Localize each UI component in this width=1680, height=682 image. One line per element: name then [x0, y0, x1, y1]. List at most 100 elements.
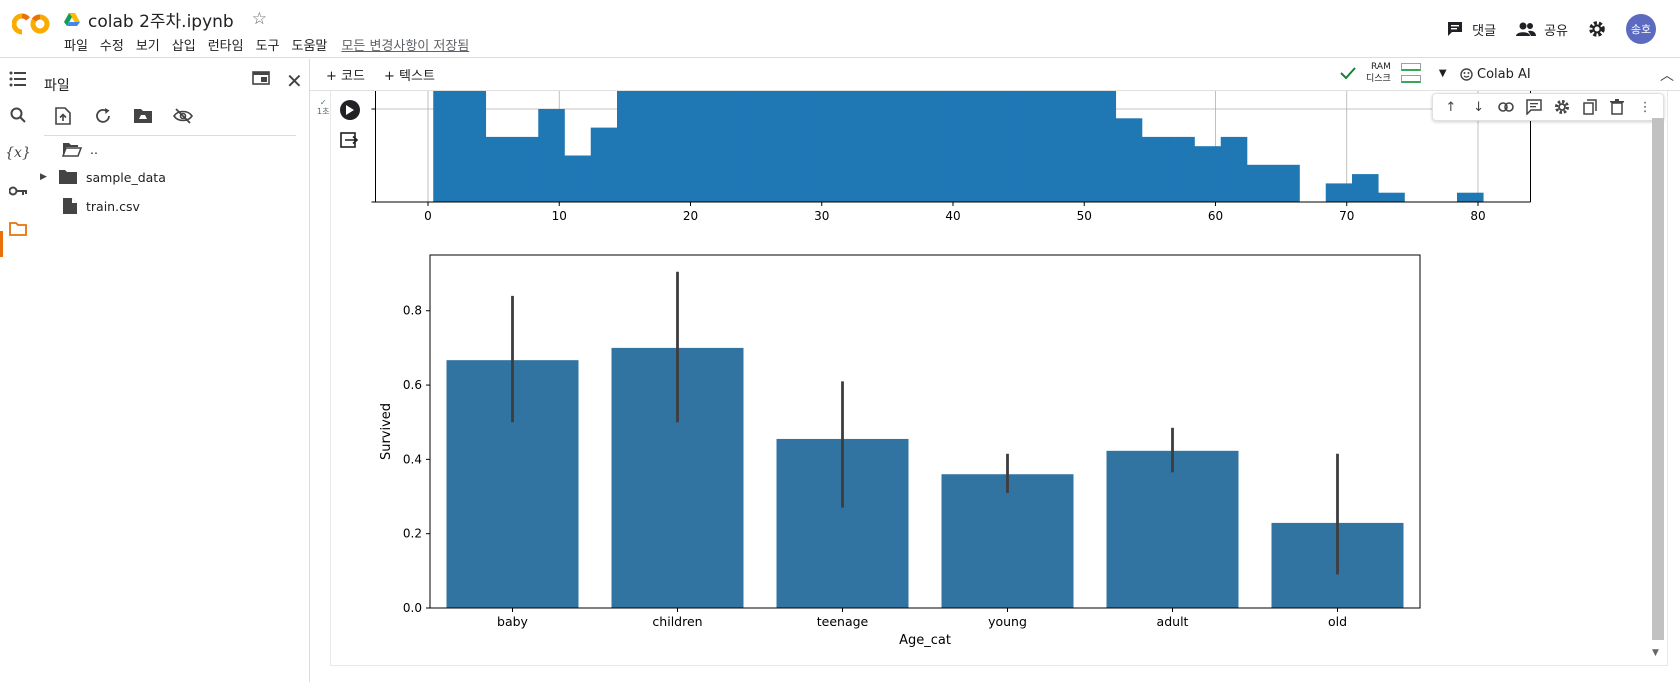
run-cell-button[interactable] — [340, 100, 360, 120]
x-tick-label: children — [652, 614, 702, 629]
output-menu-icon[interactable] — [340, 132, 358, 148]
ram-bar — [1400, 63, 1421, 71]
scroll-down-arrow-icon[interactable]: ▼ — [1652, 648, 1659, 658]
tree-item-label: .. — [90, 141, 98, 157]
x-tick-label: 30 — [814, 209, 829, 223]
variables-icon[interactable]: {x} — [5, 145, 31, 161]
y-axis-label: Survived — [379, 403, 394, 460]
y-tick-label: 0.4 — [403, 452, 422, 466]
more-vert-icon[interactable]: ⋮ — [1638, 99, 1652, 115]
toc-icon[interactable] — [8, 69, 28, 89]
x-tick-label: 40 — [945, 209, 960, 223]
refresh-icon[interactable] — [92, 105, 114, 127]
menu-file[interactable]: 파일 — [64, 39, 88, 54]
add-code-button[interactable]: + 코드 — [326, 69, 365, 84]
notebook-title[interactable]: colab 2주차.ipynb — [88, 11, 234, 32]
close-icon[interactable]: ✕ — [286, 69, 303, 93]
bar — [1106, 450, 1239, 608]
code-cell[interactable] — [330, 91, 1668, 666]
search-icon[interactable] — [8, 105, 28, 125]
comment-icon[interactable] — [1523, 96, 1545, 118]
chevron-down-icon[interactable]: ▼ — [1438, 67, 1447, 79]
drive-icon[interactable] — [64, 12, 80, 26]
key-icon[interactable] — [8, 181, 28, 201]
x-tick-label: 70 — [1339, 209, 1354, 223]
histogram-bar — [932, 91, 959, 202]
star-icon[interactable]: ☆ — [251, 9, 267, 29]
upload-icon[interactable] — [52, 105, 74, 127]
x-tick-label: adult — [1157, 614, 1189, 629]
menu-help[interactable]: 도움말 — [291, 39, 328, 54]
sparkle-icon — [1460, 68, 1473, 81]
age-histogram-chart: 01020304050607080010 — [371, 91, 1531, 223]
tree-item-parent[interactable]: .. — [62, 141, 98, 157]
tree-item-sample-data[interactable]: ▶ sample_data — [40, 169, 166, 185]
tree-item-train-csv[interactable]: train.csv — [62, 197, 140, 215]
x-tick-label: 0 — [424, 209, 432, 223]
survived-by-agecat-chart: baby children teenage young adult old 0.0 0.2 0.… — [379, 254, 1421, 648]
bar — [941, 474, 1074, 608]
expand-caret-icon[interactable]: ▶ — [40, 172, 47, 182]
menu-edit[interactable]: 수정 — [99, 39, 124, 54]
open-in-tab-icon[interactable] — [252, 71, 270, 85]
histogram-bar — [1142, 136, 1169, 202]
mirror-cell-icon[interactable] — [1579, 96, 1601, 118]
histogram-bar — [958, 91, 985, 202]
menu-insert[interactable]: 삽입 — [171, 39, 196, 54]
menu-view[interactable]: 보기 — [135, 39, 160, 54]
files-panel-title: 파일 — [44, 78, 70, 94]
gear-icon[interactable] — [1551, 96, 1573, 118]
comments-button[interactable]: 댓글 — [1446, 20, 1496, 39]
histogram-bar — [512, 136, 539, 202]
colab-ai-button[interactable]: Colab AI — [1460, 67, 1531, 82]
histogram-bar — [774, 91, 802, 202]
histogram-bar — [722, 91, 749, 202]
x-tick-label: 60 — [1208, 209, 1223, 223]
tree-item-label: train.csv — [86, 198, 140, 214]
histogram-bar — [1378, 192, 1405, 202]
histogram-bar — [1089, 91, 1117, 202]
histogram-bar — [459, 91, 487, 202]
folder-icon — [59, 170, 77, 184]
share-button[interactable]: 공유 — [1516, 20, 1568, 39]
folder-open-icon — [62, 143, 82, 157]
histogram-bar — [1352, 174, 1379, 202]
y-tick-label: 0.0 — [403, 601, 422, 615]
plot-frame — [429, 254, 1421, 609]
file-icon — [63, 198, 77, 214]
move-down-icon[interactable]: ↓ — [1473, 99, 1485, 115]
menu-bar: 파일 수정 보기 삽입 런타임 도구 도움말 모든 변경사항이 저장됨 — [64, 35, 469, 54]
menu-tools[interactable]: 도구 — [255, 39, 280, 54]
menu-runtime[interactable]: 런타임 — [207, 39, 244, 54]
y-tick-label: 0.6 — [403, 378, 422, 392]
avatar[interactable]: 송호 — [1626, 14, 1656, 44]
check-icon: ✓ — [319, 98, 327, 107]
x-tick-label: 20 — [683, 209, 698, 223]
output-scrollbar[interactable] — [1652, 118, 1664, 640]
gear-icon[interactable] — [1588, 20, 1606, 38]
files-folder-icon[interactable] — [8, 219, 28, 239]
notebook-toolbar: + 코드 + 텍스트 RAM 디스크 ▼ Colab AI ︿ — [310, 59, 1680, 91]
histogram-bar — [800, 91, 828, 202]
chevron-up-icon[interactable]: ︿ — [1660, 68, 1674, 84]
hide-icon[interactable] — [172, 105, 194, 127]
x-tick-label: 80 — [1470, 209, 1485, 223]
delete-icon[interactable] — [1606, 96, 1628, 118]
save-status-link[interactable]: 모든 변경사항이 저장됨 — [341, 39, 470, 54]
histogram-bar — [1194, 146, 1222, 202]
add-text-button[interactable]: + 텍스트 — [384, 69, 435, 84]
resources-indicator[interactable]: RAM 디스크 ▼ — [1340, 61, 1447, 85]
histogram-bar — [590, 127, 618, 202]
link-icon[interactable] — [1495, 96, 1517, 118]
colab-logo[interactable] — [12, 12, 52, 36]
people-icon — [1516, 22, 1537, 36]
comment-icon — [1448, 22, 1463, 36]
histogram-bar — [564, 155, 592, 202]
move-up-icon[interactable]: ↑ — [1445, 99, 1457, 115]
colab-ai-label: Colab AI — [1477, 67, 1531, 82]
mount-drive-icon[interactable] — [132, 105, 154, 127]
rail-active-indicator — [0, 231, 3, 257]
disk-bar — [1400, 75, 1421, 83]
histogram-bar — [617, 91, 644, 202]
histogram-bar — [1457, 192, 1484, 202]
